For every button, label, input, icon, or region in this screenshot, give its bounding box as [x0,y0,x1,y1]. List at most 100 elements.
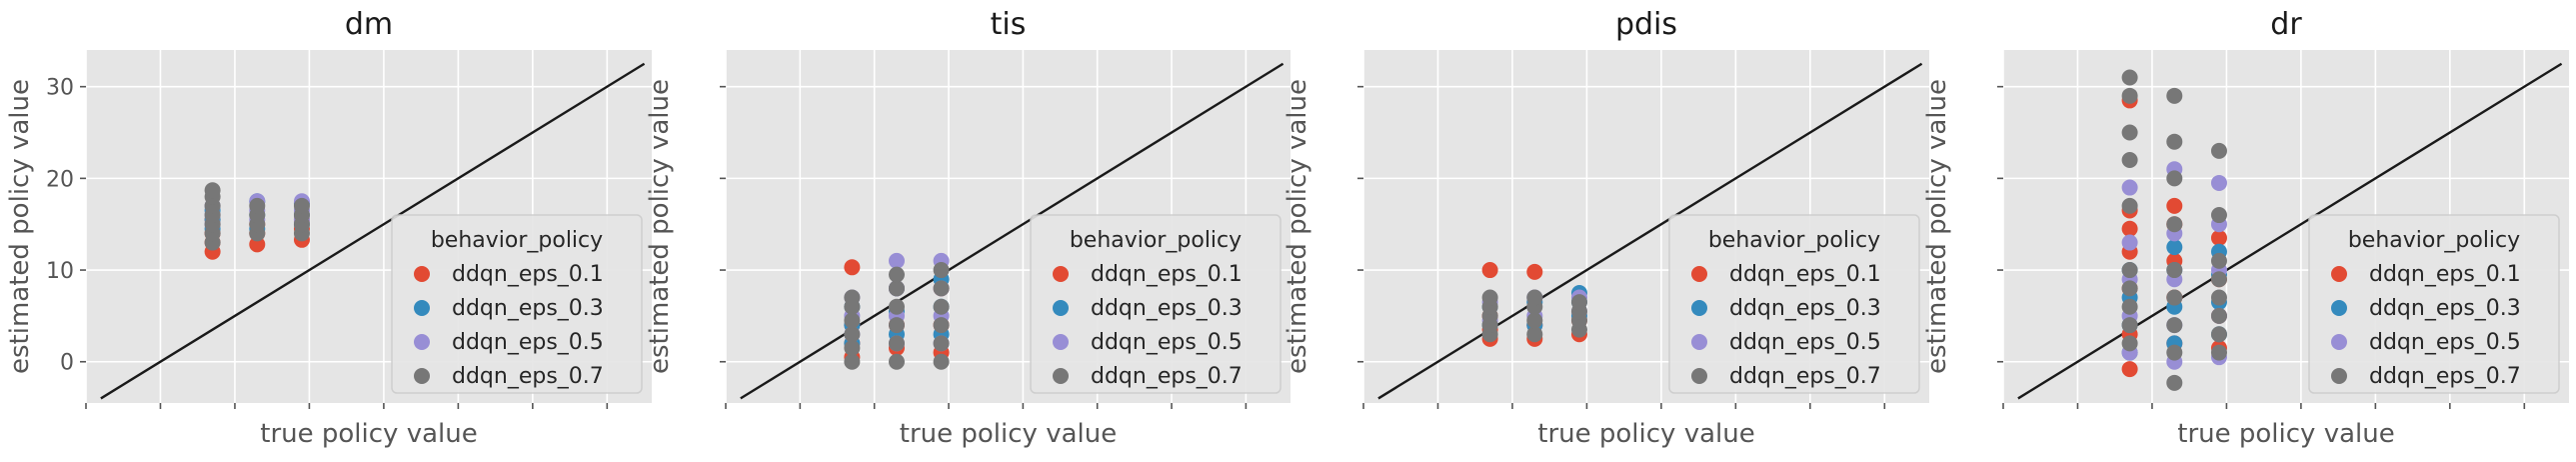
legend-title: behavior_policy [1708,228,1880,253]
legend-marker [1053,300,1069,316]
scatter-point [2166,197,2183,214]
y-axis-label: estimated policy value [1283,79,1312,374]
scatter-point [2166,289,2183,306]
x-axis-label: true policy value [1537,419,1754,449]
scatter-point [2121,317,2138,334]
series-ddqn_eps_0.7 [2121,69,2227,391]
scatter-point [1526,326,1543,343]
panel-pdis: pdis true policy value estimated policy va… [1283,7,1929,449]
x-axis-label: true policy value [2177,419,2394,449]
scatter-point [2210,326,2227,343]
diagonal-line [1377,62,1923,400]
diagonal-line [740,62,1285,400]
scatter-point [933,298,950,315]
legend-label: ddqn_eps_0.7 [1729,364,1881,389]
scatter-point [2121,234,2138,251]
scatter-point [1570,294,1587,311]
legend-box [1668,214,1920,394]
legend-marker [1691,334,1707,350]
legend-label: ddqn_eps_0.3 [1729,296,1881,321]
scatter-point [933,262,950,279]
legend-box [1030,214,1282,394]
scatter-point [249,236,266,253]
scatter-point [2210,207,2227,224]
scatter-point [2166,262,2183,279]
legend-marker [414,300,430,316]
scatter-point [844,259,861,276]
scatter-point [888,335,905,352]
y-tick-label: 0 [60,351,74,376]
y-axis-label: estimated policy value [5,79,35,374]
legend: behavior_policy ddqn_eps_0.1 ddqn_eps_0.3d… [391,214,643,394]
legend: behavior_policy ddqn_eps_0.1 ddqn_eps_0.3d… [1668,214,1920,394]
scatter-point [844,339,861,356]
legend-marker [2331,334,2347,350]
scatter-point [2210,307,2227,324]
scatter-point [2121,69,2138,86]
scatter-point [2121,298,2138,315]
scatter-point [844,353,861,370]
scatter-point [2166,344,2183,361]
legend-marker [414,334,430,350]
legend-title: behavior_policy [2348,228,2520,253]
scatter-point [844,312,861,329]
legend-label: ddqn_eps_0.5 [2369,330,2521,355]
scatter-point [2166,216,2183,233]
legend-marker [414,368,430,384]
legend-marker [2331,300,2347,316]
panel-tis: tis true policy value estimated policy val… [645,7,1290,449]
y-axis-label: estimated policy value [1922,79,1952,374]
diagonal-line [2017,62,2563,400]
scatter-point [293,197,310,214]
legend-marker [2331,266,2347,282]
legend-label: ddqn_eps_0.3 [2369,296,2521,321]
series-ddqn_eps_0.7 [204,182,310,251]
legend-box [391,214,643,394]
scatter-point [2210,271,2227,288]
series-ddqn_eps_0.7 [1481,289,1587,343]
scatter-point [888,266,905,283]
legend-marker [2331,368,2347,384]
y-tick-label: 20 [46,167,74,192]
scatter-point [2121,87,2138,104]
legend-label: ddqn_eps_0.7 [452,364,604,389]
scatter-point [2210,229,2227,246]
scatter-point [1526,289,1543,306]
diagonal-line [100,62,646,400]
scatter-point [2210,289,2227,306]
scatter-point [1526,312,1543,329]
y-tick-label: 30 [46,76,74,101]
legend-label: ddqn_eps_0.3 [452,296,604,321]
scatter-point [888,280,905,297]
x-axis-label: true policy value [900,419,1117,449]
scatter-point [2166,133,2183,150]
legend-label: ddqn_eps_0.5 [1091,330,1243,355]
scatter-point [888,252,905,269]
legend-box [2308,214,2560,394]
chart-title: dr [2270,7,2302,42]
scatter-point [1526,263,1543,280]
scatter-point [2210,142,2227,159]
legend-marker [414,266,430,282]
scatter-point [933,353,950,370]
y-axis-label: estimated policy value [645,79,675,374]
scatter-point [2121,220,2138,237]
legend: behavior_policy ddqn_eps_0.1 ddqn_eps_0.3d… [1030,214,1282,394]
legend-label: ddqn_eps_0.3 [1091,296,1243,321]
scatter-point [844,326,861,343]
legend-marker [1691,300,1707,316]
legend-title: behavior_policy [431,228,603,253]
scatter-point [2121,335,2138,352]
chart-title: pdis [1615,7,1677,42]
scatter-point [933,317,950,334]
scatter-point [888,353,905,370]
series-ddqn_eps_0.7 [844,262,950,370]
scatter-point [2166,317,2183,334]
scatter-point [2166,170,2183,187]
scatter-point [2166,87,2183,104]
scatter-point [2121,197,2138,214]
legend-label: ddqn_eps_0.7 [2369,364,2521,389]
legend-marker [1053,368,1069,384]
scatter-point [888,317,905,334]
